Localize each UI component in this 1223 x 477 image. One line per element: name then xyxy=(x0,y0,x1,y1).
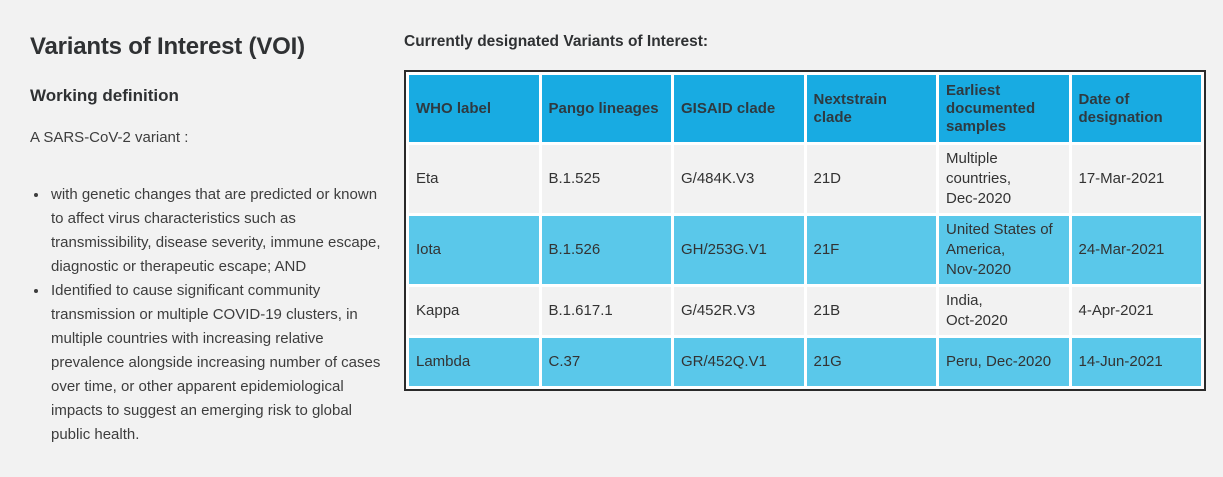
table-cell: 21F xyxy=(803,213,939,287)
table-cell: Kappa xyxy=(406,284,542,338)
table-heading: Currently designated Variants of Interes… xyxy=(404,33,709,50)
table-cell: Eta xyxy=(406,142,542,216)
table-cell: Iota xyxy=(406,213,542,287)
table-cell: GH/253G.V1 xyxy=(671,213,807,287)
working-definition-heading: Working definition xyxy=(30,86,179,105)
intro-text: A SARS-CoV-2 variant : xyxy=(30,129,189,146)
table-cell: 21G xyxy=(803,335,939,389)
table-cell: Multiple countries, Dec-2020 xyxy=(936,142,1072,216)
table-row-eta: Eta B.1.525 G/484K.V3 21D Multiple count… xyxy=(406,142,1204,216)
table-header-row: WHO label Pango lineages GISAID clade Ne… xyxy=(406,72,1204,145)
column-header-who-label: WHO label xyxy=(406,72,542,145)
definition-panel: Variants of Interest (VOI) Working defin… xyxy=(30,33,385,447)
definition-bullet: with genetic changes that are predicted … xyxy=(49,183,385,279)
table-cell: GR/452Q.V1 xyxy=(671,335,807,389)
table-row-lambda: Lambda C.37 GR/452Q.V1 21G Peru, Dec-202… xyxy=(406,335,1204,389)
column-header-nextstrain-clade: Nextstrain clade xyxy=(803,72,939,145)
table-cell: 17-Mar-2021 xyxy=(1068,142,1204,216)
column-header-gisaid-clade: GISAID clade xyxy=(671,72,807,145)
voi-table-border: WHO label Pango lineages GISAID clade Ne… xyxy=(404,70,1206,391)
table-cell: Lambda xyxy=(406,335,542,389)
table-cell: 4-Apr-2021 xyxy=(1068,284,1204,338)
table-cell: 24-Mar-2021 xyxy=(1068,213,1204,287)
table-cell: 21D xyxy=(803,142,939,216)
table-cell: G/484K.V3 xyxy=(671,142,807,216)
table-cell: India, Oct-2020 xyxy=(936,284,1072,338)
table-cell: 21B xyxy=(803,284,939,338)
column-header-earliest-samples: Earliest documented samples xyxy=(936,72,1072,145)
table-cell: C.37 xyxy=(538,335,674,389)
definition-bullet: Identified to cause significant communit… xyxy=(49,279,385,447)
table-cell: G/452R.V3 xyxy=(671,284,807,338)
table-cell: B.1.526 xyxy=(538,213,674,287)
voi-table-section: Currently designated Variants of Interes… xyxy=(404,33,1206,391)
definition-bullet-list: with genetic changes that are predicted … xyxy=(30,183,385,447)
table-cell: United States of America, Nov-2020 xyxy=(936,213,1072,287)
table-cell: B.1.525 xyxy=(538,142,674,216)
column-header-date-designation: Date of designation xyxy=(1068,72,1204,145)
voi-table: WHO label Pango lineages GISAID clade Ne… xyxy=(406,72,1204,389)
table-cell: B.1.617.1 xyxy=(538,284,674,338)
column-header-pango-lineages: Pango lineages xyxy=(538,72,674,145)
page-title: Variants of Interest (VOI) xyxy=(30,33,305,60)
table-cell: 14-Jun-2021 xyxy=(1068,335,1204,389)
table-row-iota: Iota B.1.526 GH/253G.V1 21F United State… xyxy=(406,213,1204,287)
table-cell: Peru, Dec-2020 xyxy=(936,335,1072,389)
table-row-kappa: Kappa B.1.617.1 G/452R.V3 21B India, Oct… xyxy=(406,284,1204,338)
